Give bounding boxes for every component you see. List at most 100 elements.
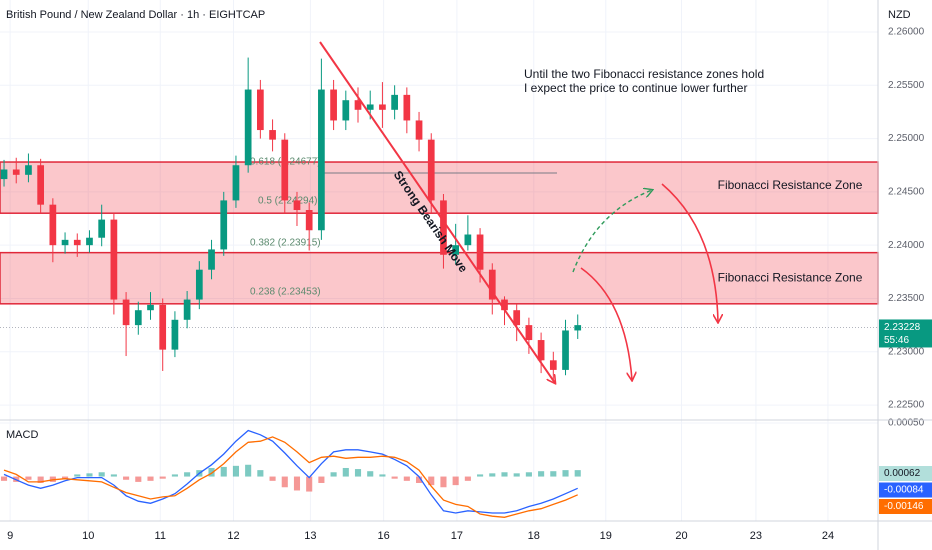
histogram-bar <box>232 465 239 477</box>
candle-body <box>12 169 20 175</box>
candle-body <box>427 139 435 201</box>
candle-body <box>49 204 57 246</box>
x-tick-label: 20 <box>675 530 687 542</box>
histogram-bar <box>379 474 386 477</box>
value-badge <box>879 482 932 498</box>
candle-body <box>281 139 289 201</box>
note: Until the two Fibonacci resistance zones… <box>524 67 764 81</box>
histogram-bar <box>25 476 32 480</box>
candle-body <box>37 165 45 205</box>
countdown: 55:46 <box>884 335 909 346</box>
y-tick-label: 2.23000 <box>888 346 925 357</box>
candle-body <box>73 239 81 246</box>
y-tick-label: 2.25000 <box>888 133 925 144</box>
histogram-bar <box>110 474 117 477</box>
histogram-bar <box>452 476 459 486</box>
histogram-bar <box>269 476 276 481</box>
candle-body <box>464 234 472 246</box>
candle-body <box>208 249 215 270</box>
histogram-bar <box>562 470 569 477</box>
histogram-bar <box>37 476 44 483</box>
down-arrow <box>661 183 718 322</box>
value-badge <box>879 466 932 481</box>
x-tick-label: 11 <box>155 530 166 542</box>
histogram-bar <box>367 471 374 477</box>
histogram-bar <box>86 473 93 477</box>
histogram-bar <box>306 476 313 492</box>
x-tick-label: 9 <box>7 530 13 542</box>
histogram-bar <box>123 476 130 480</box>
histogram-bar <box>464 476 471 481</box>
candle-body <box>342 100 350 121</box>
candle-body <box>318 89 325 231</box>
y-tick-label: 2.22500 <box>888 400 925 411</box>
histogram-bar <box>501 472 508 477</box>
histogram-bar <box>318 476 325 483</box>
fib-label: 0.5 (2.24294) <box>258 196 318 207</box>
price-badge-label: 2.23228 <box>884 322 921 333</box>
candle-body <box>147 304 154 311</box>
y-tick-label: 2.24000 <box>888 240 925 251</box>
histogram-bar <box>477 474 484 477</box>
candle-body <box>562 330 569 370</box>
down-arrow <box>580 267 632 380</box>
candle-body <box>391 94 398 110</box>
candle-body <box>98 219 106 238</box>
candle-body <box>134 310 142 326</box>
x-tick-label: 13 <box>304 530 316 542</box>
candle-body <box>440 200 447 255</box>
candle-body <box>525 325 533 341</box>
candle-body <box>269 130 276 140</box>
currency: NZD <box>888 9 911 21</box>
histogram-bar <box>391 476 398 479</box>
y-tick-label: 2.23500 <box>888 293 925 304</box>
histogram-bar <box>428 476 435 486</box>
histogram-bar <box>293 476 301 491</box>
x-tick-label: 17 <box>451 530 463 542</box>
candle-body <box>354 100 362 110</box>
chart-title: British Pound / New Zealand Dollar · 1h … <box>6 9 265 21</box>
zone-label: Fibonacci Resistance Zone <box>718 178 863 192</box>
histogram-bar <box>208 467 215 477</box>
candle-body <box>25 165 32 175</box>
histogram-bar <box>135 476 142 482</box>
histogram-bar <box>62 476 69 479</box>
histogram-bar <box>403 476 410 481</box>
candle-body <box>220 200 228 250</box>
candle-body <box>110 219 118 300</box>
x-tick-label: 10 <box>82 530 94 542</box>
candle-body <box>293 200 301 210</box>
candle-body <box>0 169 8 180</box>
candle-body <box>232 165 240 201</box>
histogram-bar <box>525 472 532 477</box>
candle-body <box>549 360 557 370</box>
histogram-bar <box>489 473 496 477</box>
candle-body <box>476 234 484 270</box>
histogram-bar <box>245 464 252 477</box>
histogram-bar <box>257 470 264 477</box>
value-badge-label: -0.00146 <box>884 501 924 512</box>
zone-label: Fibonacci Resistance Zone <box>718 270 863 284</box>
candle-body <box>501 299 508 311</box>
candle-body <box>244 89 252 166</box>
candle-body <box>257 89 264 131</box>
fib-label: 0.382 (2.23915) <box>250 238 321 249</box>
candle-body <box>305 210 313 231</box>
histogram-bar <box>538 471 545 477</box>
bearish-arrow <box>319 41 555 383</box>
candle-body <box>330 89 337 121</box>
candle-body <box>403 94 411 121</box>
candle-body <box>366 104 374 110</box>
macd-line <box>3 429 578 514</box>
histogram-bar <box>171 474 178 477</box>
histogram-bar <box>74 474 81 477</box>
histogram-bar <box>550 471 557 477</box>
candle-body <box>537 340 545 361</box>
up-arrow <box>572 190 652 273</box>
x-tick-label: 18 <box>528 530 540 542</box>
histogram-bar <box>440 476 447 488</box>
candle-body <box>122 299 130 326</box>
histogram-bar <box>330 472 337 477</box>
candle-body <box>452 245 460 255</box>
histogram-bar <box>98 472 105 477</box>
